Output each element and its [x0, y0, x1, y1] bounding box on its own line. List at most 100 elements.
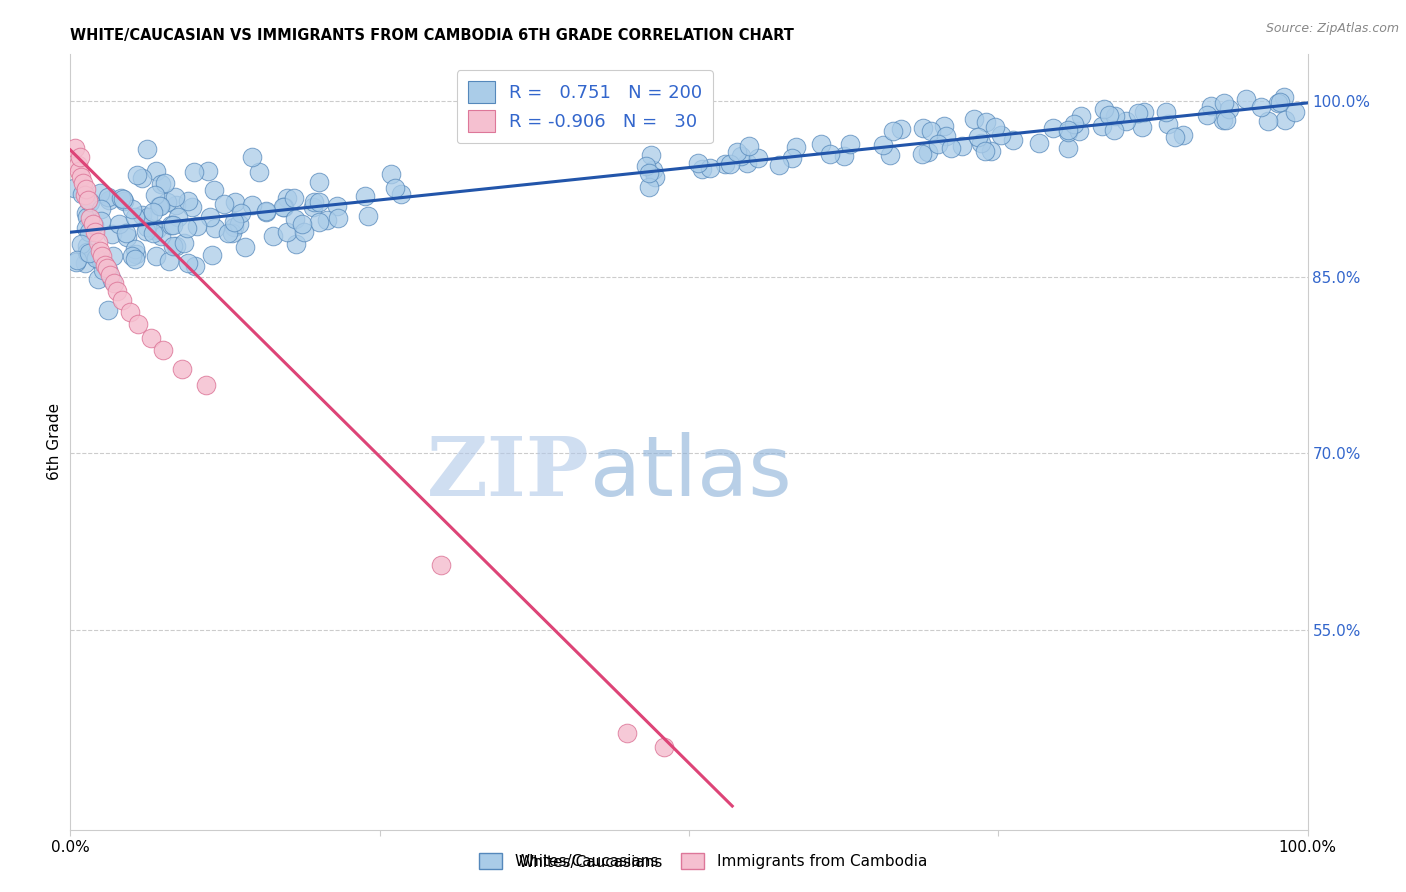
Point [157, 254, 180, 268]
Point [162, 218, 184, 232]
Text: ZIP: ZIP [427, 433, 591, 513]
Point [183, 165, 205, 179]
Point [83, 218, 105, 232]
Point [302, 195, 325, 210]
Point [87, 272, 110, 286]
Point [75, 187, 97, 202]
Point [1197, 108, 1219, 122]
Point [308, 215, 330, 229]
Point [262, 229, 284, 244]
Point [882, 124, 904, 138]
Point [91, 254, 114, 268]
Point [1092, 102, 1115, 116]
Point [75, 182, 97, 196]
Point [163, 190, 186, 204]
Point [1097, 108, 1119, 122]
Point [145, 249, 167, 263]
Point [276, 191, 298, 205]
Point [1272, 90, 1295, 104]
Point [67, 164, 90, 178]
Point [125, 247, 148, 261]
Point [247, 164, 270, 178]
Point [70, 187, 93, 202]
Point [832, 148, 855, 162]
Point [690, 161, 713, 176]
Point [616, 726, 638, 740]
Point [730, 149, 752, 163]
Point [186, 219, 208, 233]
Point [1157, 117, 1180, 131]
Point [142, 204, 165, 219]
Point [195, 378, 218, 392]
Point [970, 136, 993, 150]
Point [735, 156, 758, 170]
Point [634, 159, 657, 173]
Point [950, 138, 973, 153]
Point [1057, 125, 1080, 139]
Point [357, 210, 380, 224]
Point [115, 229, 138, 244]
Point [69, 237, 91, 252]
Point [917, 145, 939, 159]
Point [97, 303, 120, 318]
Point [389, 187, 412, 202]
Point [1091, 119, 1114, 133]
Point [1028, 136, 1050, 150]
Point [79, 246, 101, 260]
Point [1133, 105, 1156, 120]
Point [273, 201, 295, 215]
Point [284, 236, 307, 251]
Point [121, 249, 143, 263]
Point [1002, 133, 1025, 147]
Point [214, 197, 236, 211]
Point [77, 226, 100, 240]
Point [1130, 120, 1153, 134]
Point [810, 136, 832, 151]
Point [1171, 128, 1194, 143]
Point [183, 259, 205, 273]
Point [221, 226, 243, 240]
Point [872, 137, 894, 152]
Point [181, 200, 204, 214]
Point [105, 284, 128, 298]
Point [124, 242, 146, 256]
Point [86, 235, 108, 249]
Point [79, 211, 101, 226]
Point [97, 263, 120, 277]
Point [76, 194, 98, 208]
Point [76, 210, 98, 224]
Point [1215, 113, 1237, 128]
Point [63, 180, 86, 194]
Point [652, 740, 675, 755]
Y-axis label: 6th Grade: 6th Grade [46, 403, 62, 480]
Point [782, 152, 804, 166]
Point [967, 130, 990, 145]
Point [1115, 114, 1137, 128]
Point [254, 204, 277, 219]
Point [101, 227, 124, 241]
Point [98, 268, 121, 282]
Point [91, 263, 114, 277]
Point [430, 558, 453, 572]
Point [990, 128, 1012, 142]
Point [932, 119, 955, 133]
Point [89, 244, 111, 258]
Point [76, 244, 98, 259]
Point [1042, 121, 1064, 136]
Point [198, 210, 221, 224]
Point [326, 199, 349, 213]
Point [233, 240, 256, 254]
Point [240, 150, 263, 164]
Point [326, 211, 349, 225]
Point [76, 239, 98, 253]
Point [65, 140, 87, 154]
Point [98, 193, 121, 207]
Point [177, 194, 200, 209]
Point [75, 206, 97, 220]
Point [983, 120, 1005, 134]
Point [153, 176, 176, 190]
Point [72, 176, 94, 190]
Point [1102, 122, 1125, 136]
Point [316, 212, 339, 227]
Point [224, 194, 246, 209]
